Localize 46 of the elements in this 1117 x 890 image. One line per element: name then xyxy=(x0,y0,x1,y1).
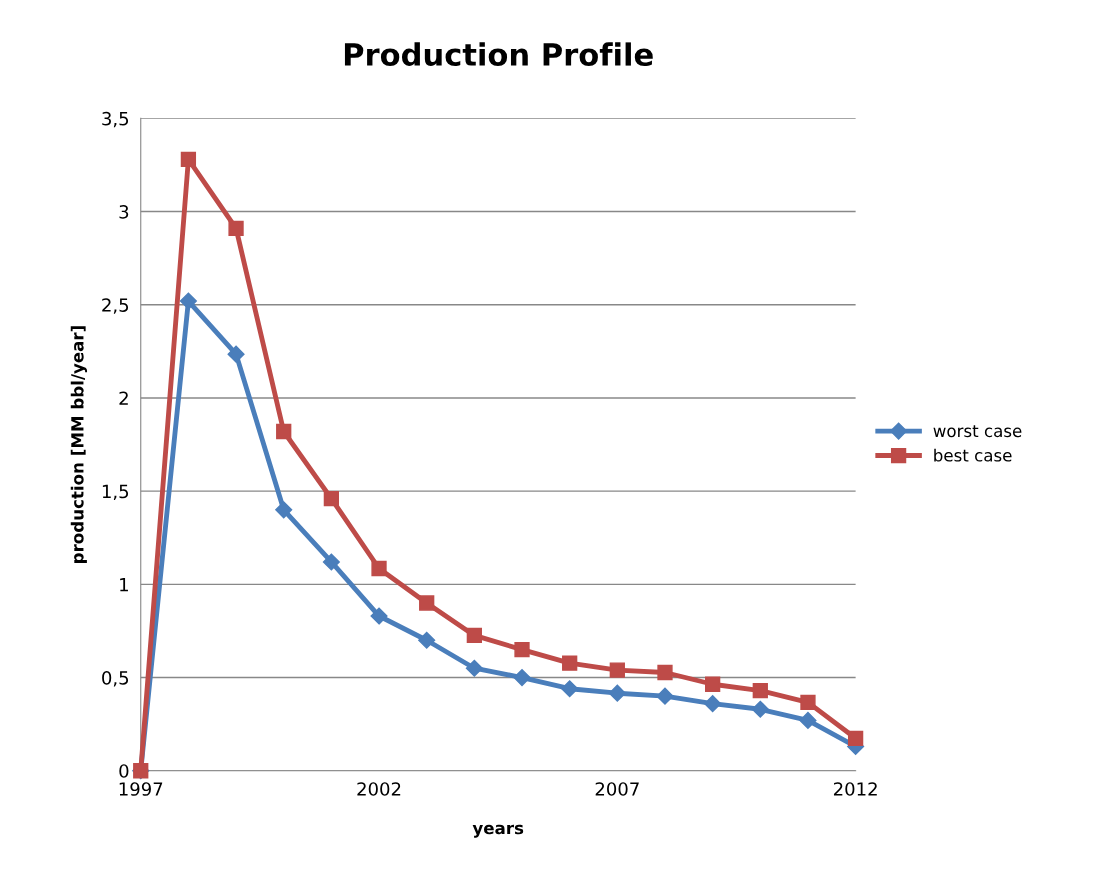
x-axis-title: years xyxy=(472,824,524,838)
point xyxy=(704,695,722,713)
y-tick-label: 1 xyxy=(120,578,128,592)
point xyxy=(656,687,674,705)
point xyxy=(799,711,817,729)
point xyxy=(179,292,197,310)
point xyxy=(752,682,768,699)
point xyxy=(275,501,293,519)
point xyxy=(609,662,625,678)
point xyxy=(371,560,387,577)
point xyxy=(465,659,483,677)
point xyxy=(705,676,721,692)
point xyxy=(514,641,530,658)
y-tick-label: 3 xyxy=(119,205,129,219)
point xyxy=(180,151,197,168)
x-tick-label: 1997 xyxy=(119,782,163,796)
point xyxy=(370,607,388,625)
point xyxy=(466,627,482,644)
x-tick-label: 2007 xyxy=(595,782,639,796)
y-tick-label: 3,5 xyxy=(102,111,129,128)
point xyxy=(323,490,340,507)
y-tick-label: 2,5 xyxy=(102,298,129,314)
y-tick-label: 0 xyxy=(119,764,129,778)
y-axis-title: production [MM bbl/year] xyxy=(70,326,88,563)
point xyxy=(228,220,244,236)
y-tick-label: 2 xyxy=(119,391,128,405)
x-tick-label: 2002 xyxy=(357,782,401,796)
point xyxy=(418,631,436,649)
point xyxy=(513,668,531,687)
y-tick-label: 0,5 xyxy=(102,671,129,687)
legend-label: worst case xyxy=(933,425,1022,438)
point xyxy=(847,730,864,746)
point xyxy=(562,655,578,671)
legend-label: best case xyxy=(934,448,1012,462)
chart-title: Production Profile xyxy=(344,42,653,67)
point xyxy=(419,595,435,611)
point xyxy=(276,423,292,440)
point xyxy=(322,553,340,571)
y-tick-label: 1,5 xyxy=(102,484,129,501)
point xyxy=(800,694,816,710)
x-tick-label: 2012 xyxy=(833,782,877,796)
point xyxy=(751,700,769,718)
point xyxy=(561,680,579,698)
point xyxy=(227,345,245,363)
point xyxy=(608,684,626,702)
point xyxy=(657,664,673,681)
